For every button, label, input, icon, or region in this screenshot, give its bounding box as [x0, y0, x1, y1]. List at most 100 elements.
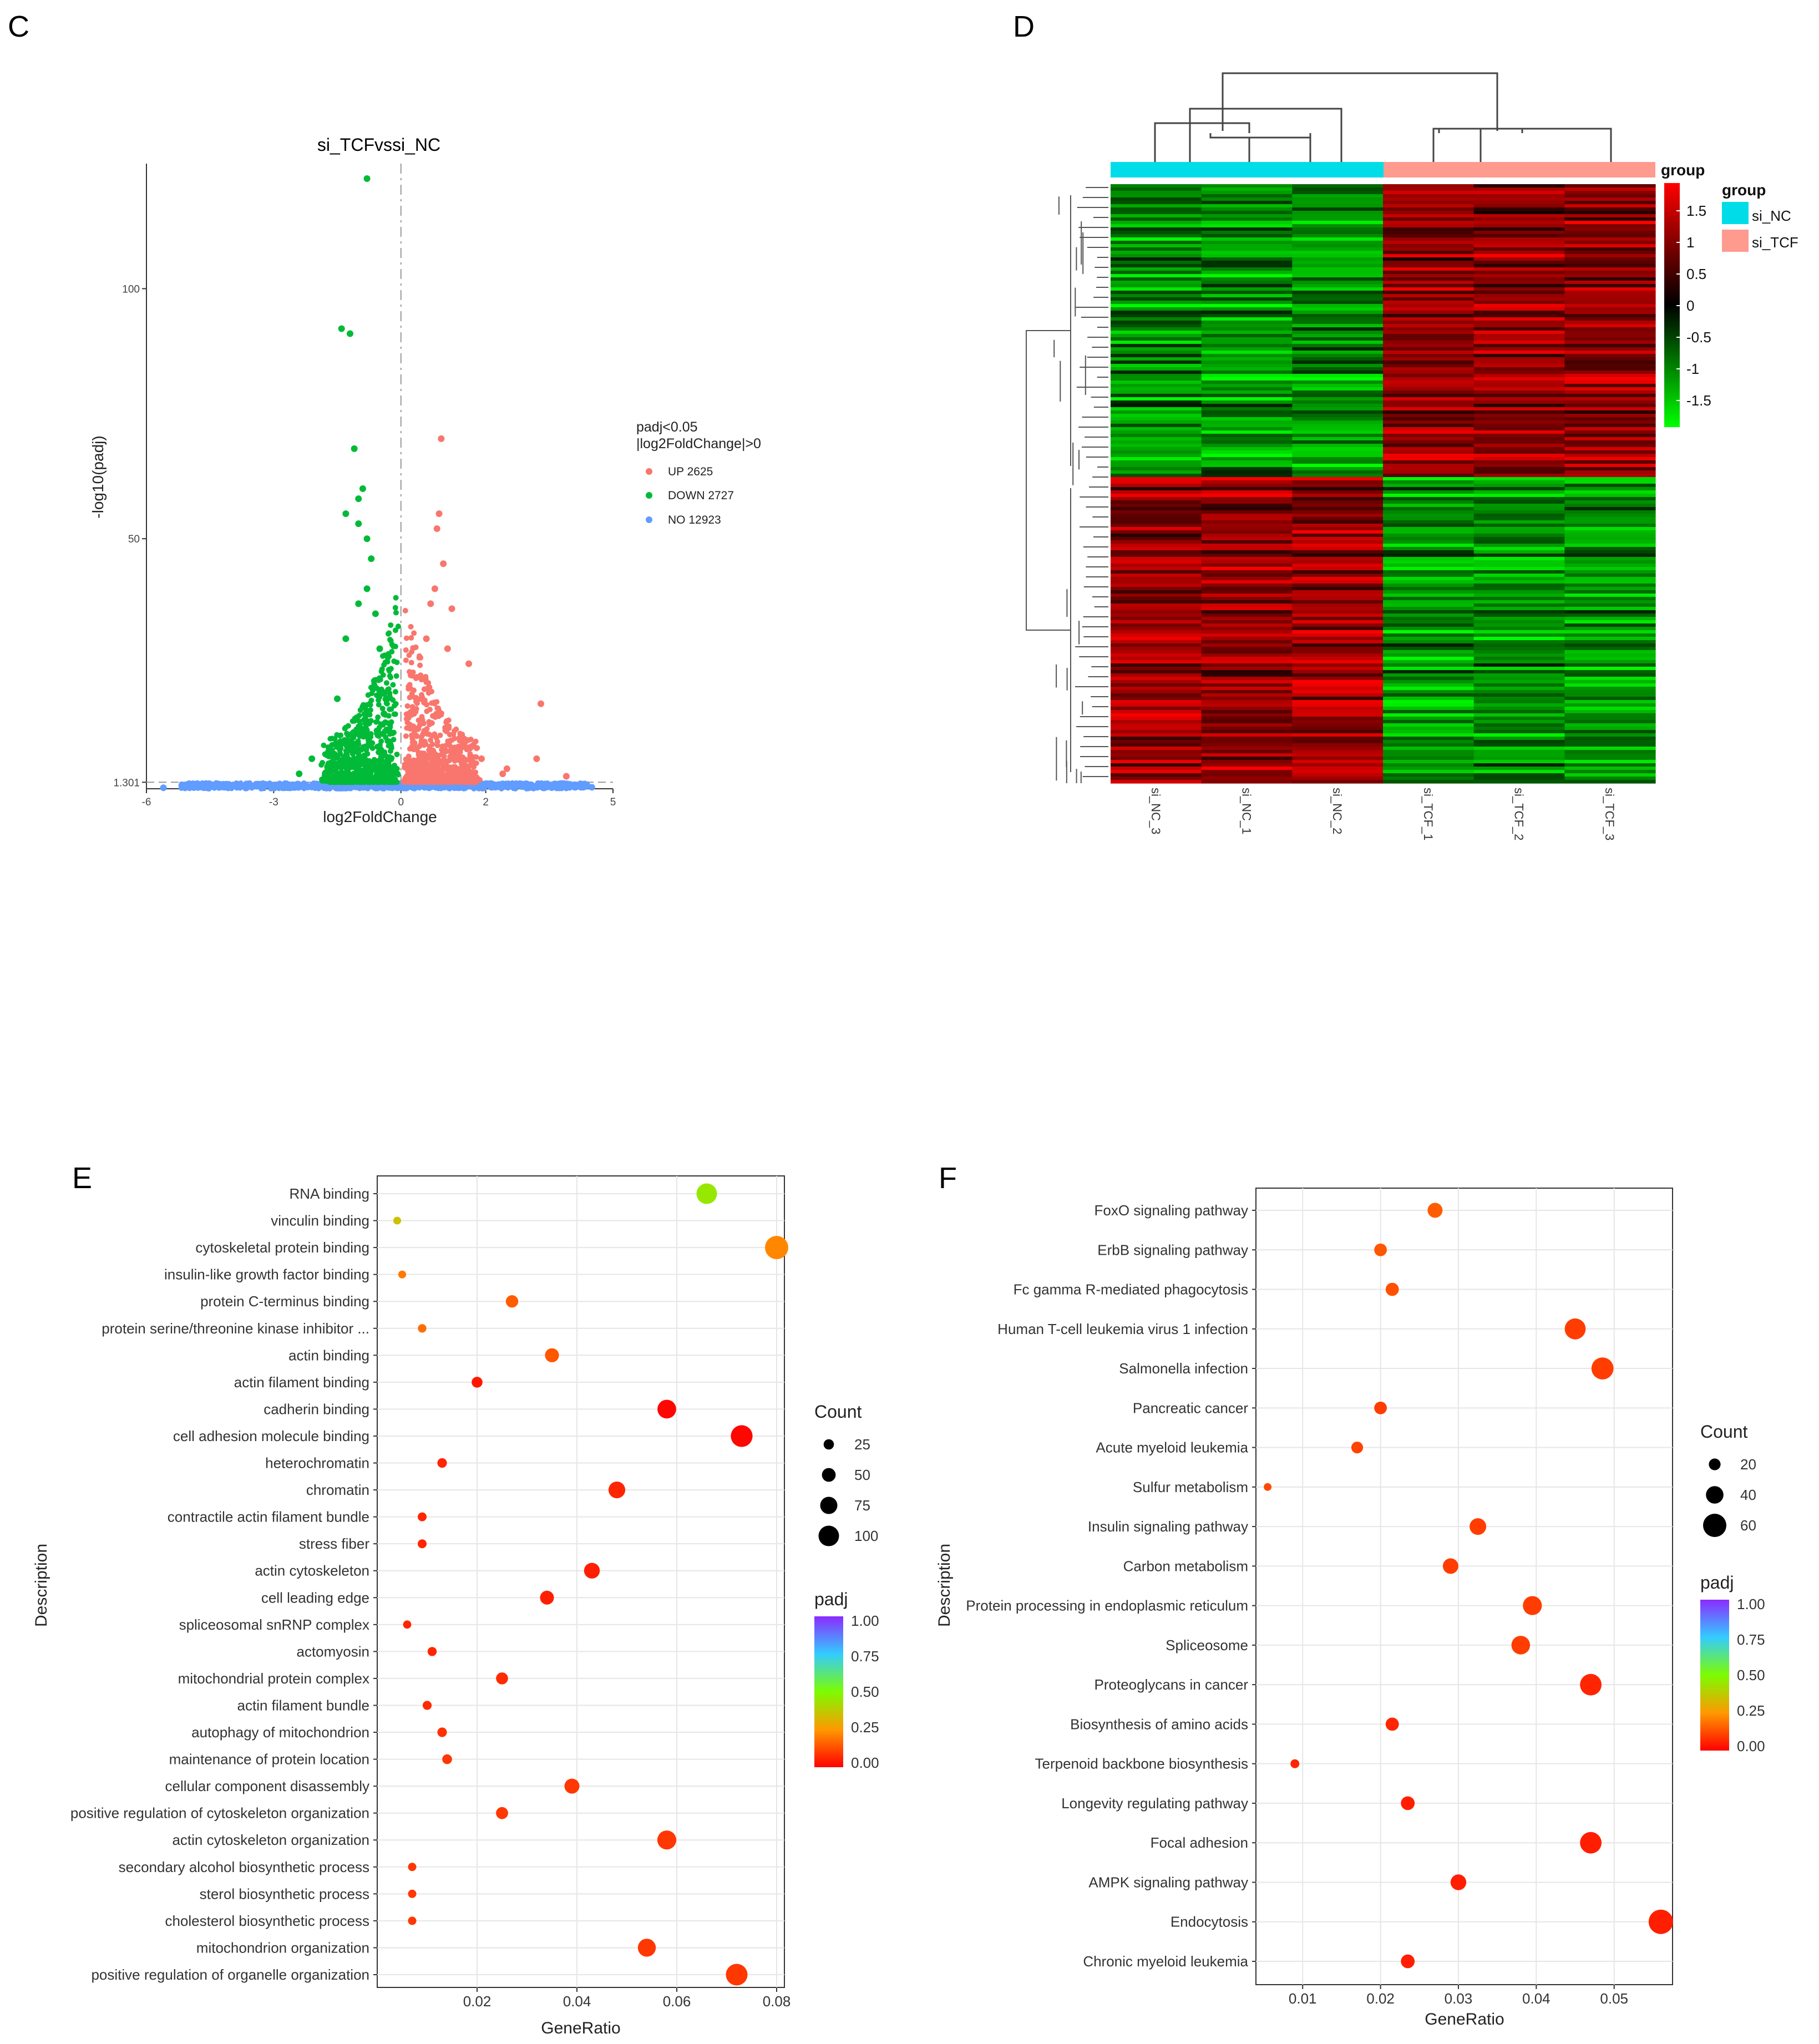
- kegg-term-label: Fc gamma R-mediated phagocytosis: [1014, 1281, 1248, 1298]
- volcano-point-down: [386, 630, 392, 636]
- heatmap-cell: [1383, 610, 1475, 614]
- heatmap-cell: [1383, 194, 1475, 198]
- volcano-point-down: [325, 760, 332, 767]
- heatmap-cell: [1564, 244, 1656, 248]
- heatmap-cell: [1383, 640, 1475, 644]
- heatmap-cell: [1111, 750, 1202, 754]
- heatmap-cell: [1473, 747, 1565, 750]
- heatmap-cell: [1564, 264, 1656, 268]
- heatmap-cell: [1292, 700, 1384, 704]
- heatmap-cell: [1292, 324, 1384, 328]
- heatmap-cell: [1292, 690, 1384, 694]
- heatmap-cell: [1564, 620, 1656, 624]
- heatmap-cell: [1201, 277, 1293, 281]
- heatmap-cell: [1201, 617, 1293, 621]
- heatmap-cell: [1111, 327, 1202, 331]
- heatmap-cell: [1292, 214, 1384, 218]
- kegg-x-tick-label: 0.03: [1445, 1990, 1473, 2007]
- heatmap-cell: [1473, 464, 1565, 468]
- kegg-point: [1580, 1673, 1602, 1696]
- heatmap-cell: [1383, 740, 1475, 744]
- heatmap-cell: [1564, 384, 1656, 388]
- heatmap-cell: [1383, 430, 1475, 434]
- heatmap-cell: [1292, 474, 1384, 478]
- heatmap-cell: [1292, 680, 1384, 684]
- go-padj-tick-label: 0.50: [851, 1683, 879, 1700]
- heatmap-cell: [1111, 500, 1202, 504]
- heatmap-cell: [1564, 364, 1656, 368]
- heatmap-cell: [1292, 650, 1384, 654]
- heatmap-cell: [1292, 767, 1384, 770]
- heatmap-cell: [1292, 504, 1384, 508]
- heatmap-cell: [1564, 361, 1656, 364]
- heatmap-cell: [1564, 254, 1656, 258]
- heatmap-cell: [1383, 590, 1475, 594]
- volcano-point-up: [417, 662, 423, 668]
- heatmap-cell: [1201, 390, 1293, 394]
- heatmap-cell: [1564, 707, 1656, 711]
- go-term-label: cadherin binding: [264, 1401, 369, 1417]
- heatmap-cell: [1111, 274, 1202, 278]
- volcano-point-up: [563, 773, 570, 780]
- heatmap-cell: [1473, 650, 1565, 654]
- heatmap-cell: [1383, 187, 1475, 191]
- volcano-legend-up: UP 2625: [668, 465, 713, 478]
- volcano-point-down: [375, 744, 381, 750]
- heatmap-cell: [1383, 207, 1475, 211]
- heatmap-cell: [1383, 524, 1475, 528]
- heatmap-cell: [1564, 447, 1656, 451]
- heatmap-cell: [1383, 467, 1475, 471]
- volcano-point-down: [368, 684, 374, 691]
- heatmap-cell: [1201, 494, 1293, 498]
- heatmap-cell: [1201, 337, 1293, 341]
- heatmap-cell: [1201, 234, 1293, 238]
- volcano-y-title: -log10(padj): [89, 435, 107, 518]
- go-term-label: actin filament bundle: [237, 1697, 369, 1713]
- volcano-point-down: [393, 610, 399, 616]
- kegg-point: [1385, 1717, 1399, 1731]
- heatmap-cell: [1473, 490, 1565, 494]
- heatmap-cell: [1201, 204, 1293, 208]
- volcano-point-no: [458, 785, 464, 791]
- volcano-point-no: [312, 785, 318, 792]
- heatmap-cell: [1564, 214, 1656, 218]
- heatmap-cell: [1292, 447, 1384, 451]
- heatmap-cell: [1383, 750, 1475, 754]
- heatmap-group-legend-swatch-nc: [1722, 202, 1749, 224]
- heatmap-cell: [1111, 557, 1202, 561]
- heatmap-cell: [1564, 387, 1656, 391]
- heatmap-cell: [1383, 690, 1475, 694]
- heatmap-cell: [1564, 547, 1656, 551]
- heatmap-cell: [1383, 703, 1475, 707]
- heatmap-cell: [1473, 351, 1565, 354]
- heatmap-cell: [1564, 437, 1656, 441]
- volcano-point-up: [404, 762, 410, 768]
- heatmap-cell: [1564, 394, 1656, 398]
- kegg-x-tick-label: 0.04: [1522, 1990, 1551, 2007]
- heatmap-cell: [1111, 371, 1202, 374]
- heatmap-cell: [1383, 271, 1475, 275]
- heatmap-cell: [1111, 707, 1202, 711]
- heatmap-cell: [1201, 221, 1293, 225]
- heatmap-cell: [1292, 574, 1384, 577]
- kegg-term-label: AMPK signaling pathway: [1088, 1874, 1248, 1890]
- heatmap-cell: [1292, 184, 1384, 188]
- heatmap-cell: [1383, 620, 1475, 624]
- go-padj-colorbar: [814, 1616, 843, 1767]
- volcano-point-down: [323, 777, 329, 783]
- heatmap-cell: [1111, 760, 1202, 764]
- heatmap-cell: [1383, 707, 1475, 711]
- volcano-point-no: [247, 783, 254, 789]
- heatmap-cell: [1111, 547, 1202, 551]
- heatmap-cell: [1473, 334, 1565, 338]
- kegg-padj-legend-title: padj: [1700, 1573, 1734, 1592]
- heatmap-cell: [1111, 254, 1202, 258]
- go-term-label: chromatin: [306, 1482, 369, 1498]
- heatmap-cell: [1473, 723, 1565, 727]
- heatmap-cell: [1292, 414, 1384, 418]
- heatmap-cell: [1383, 390, 1475, 394]
- heatmap-cell: [1564, 767, 1656, 770]
- heatmap-cell: [1564, 371, 1656, 374]
